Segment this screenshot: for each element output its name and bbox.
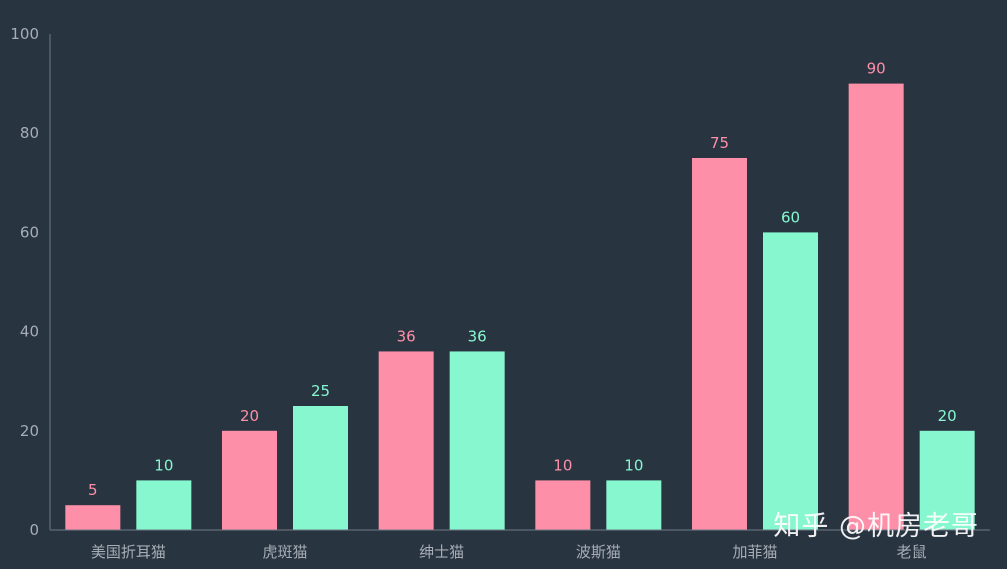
x-tick-label: 绅士猫 [419,543,464,561]
bar [222,430,277,530]
bar [848,83,904,530]
data-label: 10 [624,456,643,474]
data-label: 60 [781,208,800,226]
x-axis-labels: 美国折耳猫 虎斑猫 绅士猫 波斯猫 加菲猫 老鼠 [91,543,927,561]
y-tick-label: 40 [20,323,39,341]
y-tick-label: 60 [20,223,39,241]
data-label: 20 [240,407,259,425]
y-tick-label: 20 [20,422,39,440]
data-label: 90 [867,60,886,78]
y-tick-label: 0 [29,521,39,539]
data-label: 10 [154,456,173,474]
data-label: 10 [553,456,572,474]
y-tick-label: 80 [20,124,39,142]
x-tick-label: 老鼠 [897,543,927,561]
bar [763,232,818,530]
bar [692,158,747,530]
data-label: 75 [710,134,729,152]
bar [136,480,192,530]
bars [65,83,975,530]
x-tick-label: 加菲猫 [732,543,777,561]
data-label: 25 [311,382,330,400]
bar [535,480,591,530]
x-tick-label: 美国折耳猫 [91,543,166,561]
data-labels: 5 10 20 25 36 36 10 10 75 60 90 20 [88,60,957,500]
bar [65,505,121,530]
data-label: 36 [468,327,487,345]
data-label: 36 [397,327,416,345]
data-label: 20 [938,407,957,425]
y-axis-ticks: 0 20 40 60 80 100 [10,25,39,539]
y-tick-label: 100 [10,25,39,43]
x-tick-label: 虎斑猫 [262,543,307,561]
x-tick-label: 波斯猫 [576,543,621,561]
bar [449,351,505,530]
bar [293,406,348,530]
bar [919,430,975,530]
watermark: 知乎 @机房老哥 [773,511,979,542]
data-label: 5 [88,481,98,499]
bar [606,480,662,530]
bar [378,351,434,530]
